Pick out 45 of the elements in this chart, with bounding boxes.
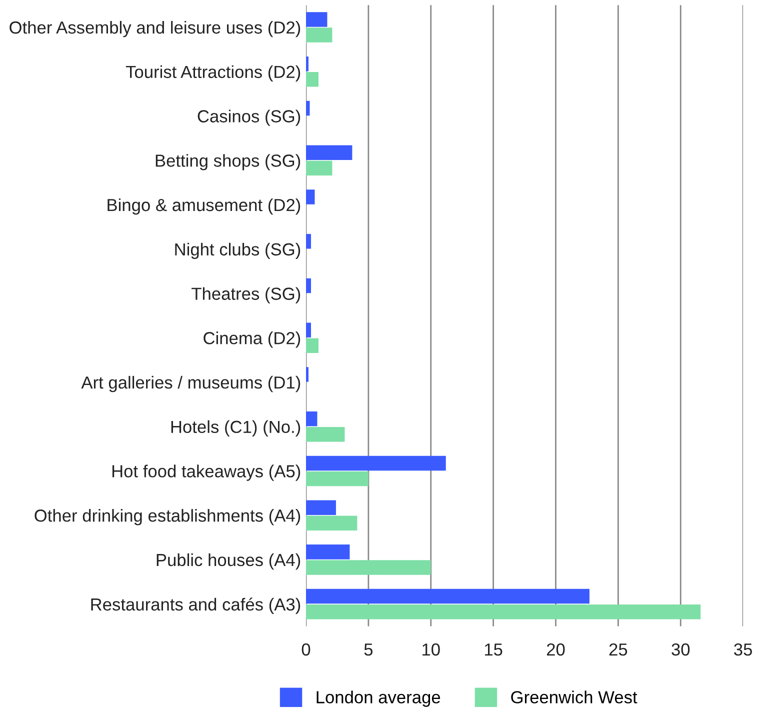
bar — [306, 28, 332, 42]
y-tick-label: Restaurants and cafés (A3) — [91, 598, 300, 614]
bar — [306, 12, 328, 27]
bar — [306, 338, 318, 353]
y-tick-label: Night clubs (SG) — [175, 242, 300, 259]
x-tick-label: 0 — [302, 643, 310, 656]
x-tick-label: 5 — [364, 644, 373, 656]
bar — [306, 322, 311, 338]
bar — [306, 72, 318, 87]
y-tick-label: Bingo & amusement (D2) — [108, 198, 300, 215]
y-tick-label: Casinos (SG) — [198, 110, 300, 126]
x-tick-label: 30 — [672, 643, 690, 656]
bar — [306, 160, 332, 176]
y-tick-label: Public houses (A4) — [156, 553, 300, 570]
x-tick-label: 15 — [484, 644, 502, 656]
bar — [306, 426, 345, 442]
y-tick-label: Cinema (D2) — [204, 332, 300, 348]
y-tick-label: Theatres (SG) — [192, 287, 300, 304]
y-tick-label: Tourist Attractions (D2) — [126, 65, 300, 82]
bar — [306, 560, 431, 575]
bar — [306, 100, 310, 116]
bar — [306, 145, 352, 160]
y-tick-label: Art galleries / museums (D1) — [81, 376, 300, 392]
bar — [306, 456, 446, 471]
bar — [306, 544, 350, 560]
bar — [306, 190, 315, 204]
bar — [306, 604, 701, 620]
x-tick-label: 25 — [609, 643, 628, 656]
legend-label: London average — [316, 690, 440, 707]
legend-label: Greenwich West — [511, 690, 638, 704]
bar — [306, 500, 336, 515]
x-tick-label: 20 — [546, 643, 565, 656]
y-tick-label: Hotels (C1) (No.) — [171, 420, 300, 436]
bar — [306, 588, 590, 604]
bar — [306, 234, 311, 249]
y-tick-label: Betting shops (SG) — [156, 154, 300, 170]
x-tick-label: 35 — [734, 643, 752, 656]
y-tick-label: Hot food takeaways (A5) — [112, 464, 300, 481]
y-tick-label: Other Assembly and leisure uses (D2) — [10, 20, 300, 38]
bar — [306, 278, 311, 294]
y-tick-label: Other drinking establishments (A4) — [34, 509, 300, 526]
x-tick-label: 10 — [422, 643, 440, 656]
bar — [306, 411, 318, 426]
bar — [306, 471, 368, 486]
bar — [306, 516, 358, 530]
